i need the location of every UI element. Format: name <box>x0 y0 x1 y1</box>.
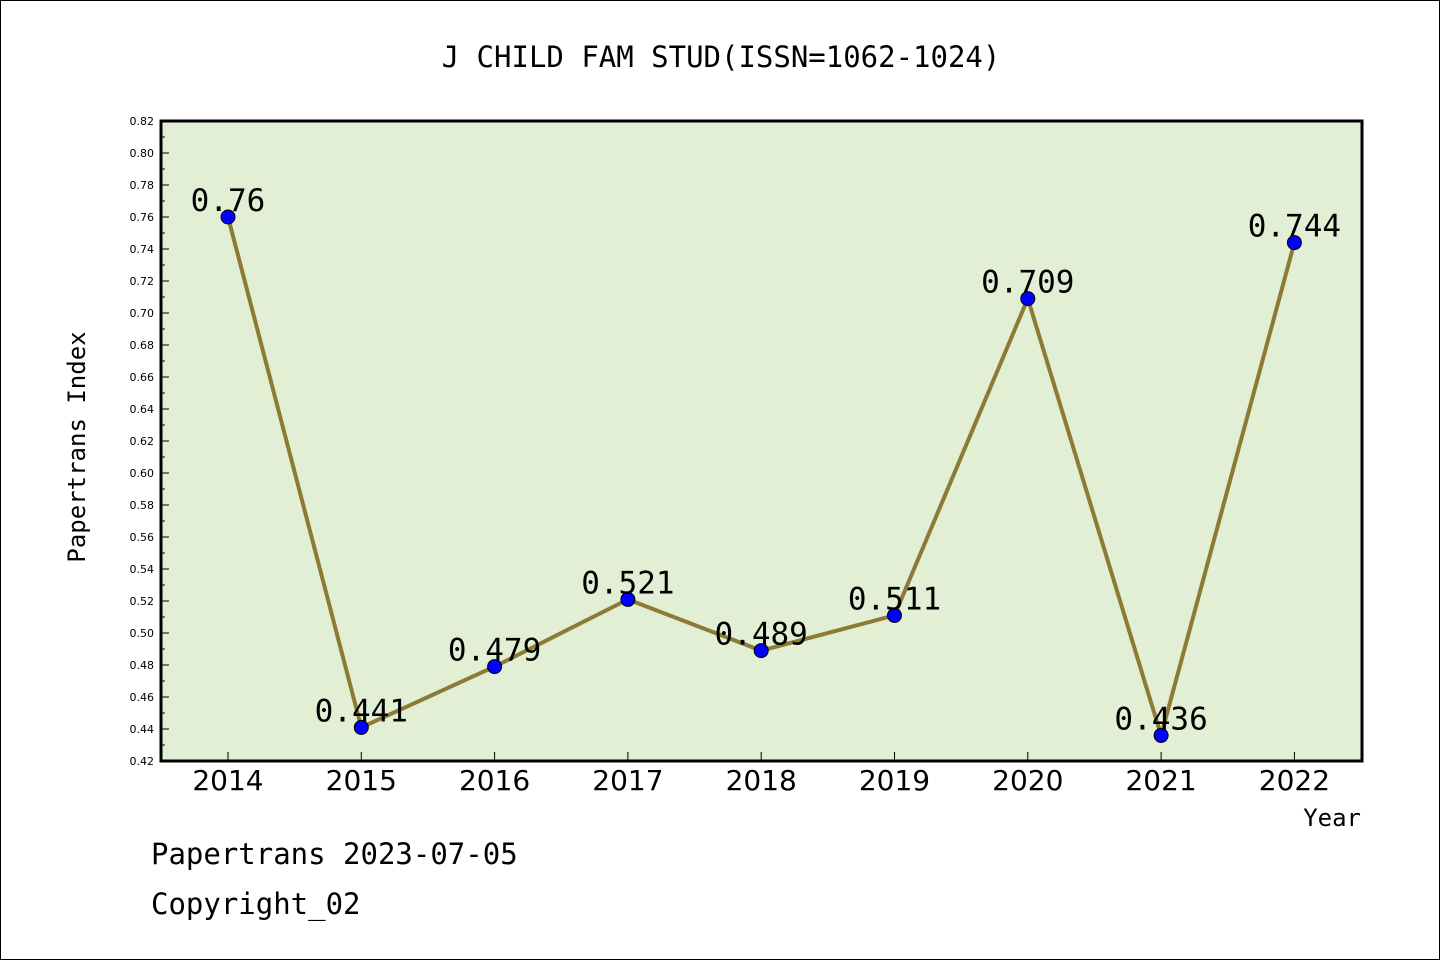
y-tick-label: 0.78 <box>130 179 155 192</box>
x-tick-label: 2016 <box>459 764 530 797</box>
data-point <box>620 591 636 607</box>
data-label: 0.511 <box>848 581 941 617</box>
y-tick-label: 0.82 <box>130 115 155 128</box>
data-label: 0.441 <box>315 693 408 729</box>
data-point <box>1020 291 1036 307</box>
y-tick-label: 0.62 <box>130 435 155 448</box>
data-point <box>887 607 902 623</box>
data-point <box>487 659 503 675</box>
y-tick-label: 0.76 <box>130 211 155 224</box>
x-axis: 2014 2015 2016 2017 2018 2019 2020 2021 2022 <box>192 752 1330 797</box>
y-tick-label: 0.48 <box>130 659 155 672</box>
data-point <box>220 209 236 225</box>
y-axis: 0.42 0.44 0.46 0.48 0.50 0.52 0.54 0.56 0.58 0.60… <box>130 115 169 768</box>
y-tick-label: 0.50 <box>130 627 155 640</box>
y-tick-label: 0.66 <box>130 371 155 384</box>
y-tick-label: 0.60 <box>130 467 155 480</box>
series-papertrans-index: 0.76 0.441 0.479 0.521 0.489 0.511 0.709 0.436 0… <box>191 183 1341 743</box>
footer-copyright: Copyright_02 <box>151 887 361 921</box>
data-label: 0.436 <box>1114 701 1207 737</box>
x-tick-label: 2014 <box>192 764 263 797</box>
x-tick-label: 2021 <box>1125 764 1196 797</box>
x-tick-label: 2020 <box>992 764 1063 797</box>
y-tick-label: 0.44 <box>130 723 155 736</box>
y-tick-label: 0.68 <box>130 339 155 352</box>
data-point <box>753 643 769 659</box>
y-tick-label: 0.74 <box>130 243 155 256</box>
x-tick-label: 2022 <box>1259 764 1330 797</box>
data-point <box>1286 235 1302 251</box>
y-tick-label: 0.52 <box>130 595 155 608</box>
y-tick-label: 0.72 <box>130 275 155 288</box>
x-tick-label: 2019 <box>859 764 930 797</box>
data-point <box>1153 727 1169 743</box>
y-tick-label: 0.70 <box>130 307 155 320</box>
footer-date: Papertrans 2023-07-05 <box>151 837 518 871</box>
data-point <box>353 719 369 735</box>
data-label: 0.479 <box>448 633 541 669</box>
y-tick-label: 0.42 <box>130 755 155 768</box>
data-label: 0.489 <box>715 617 808 653</box>
data-label: 0.709 <box>981 265 1074 301</box>
x-axis-label: Year <box>1303 804 1361 832</box>
x-tick-label: 2017 <box>592 764 663 797</box>
y-tick-label: 0.54 <box>130 563 155 576</box>
x-tick-label: 2018 <box>726 764 797 797</box>
y-axis-label: Papertrans Index <box>63 331 91 562</box>
y-tick-label: 0.46 <box>130 691 155 704</box>
data-label: 0.744 <box>1248 209 1341 245</box>
y-tick-label: 0.56 <box>130 531 155 544</box>
chart-title: J CHILD FAM STUD(ISSN=1062-1024) <box>442 40 1001 74</box>
x-tick-label: 2015 <box>326 764 397 797</box>
y-tick-label: 0.80 <box>130 147 155 160</box>
data-label: 0.521 <box>581 565 674 601</box>
y-tick-label: 0.58 <box>130 499 155 512</box>
data-label: 0.76 <box>191 183 266 219</box>
y-tick-label: 0.64 <box>130 403 155 416</box>
